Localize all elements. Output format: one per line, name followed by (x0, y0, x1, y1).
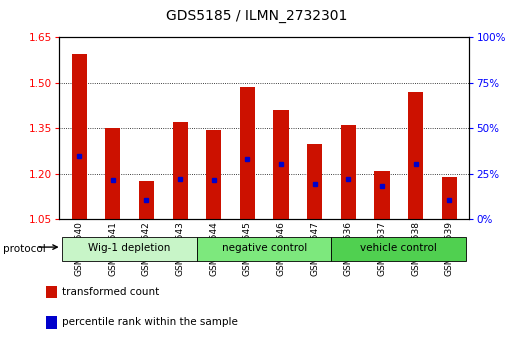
Bar (139, 182, 154, 219)
Bar (442, 177, 457, 219)
Bar (240, 87, 255, 219)
Bar (105, 128, 121, 219)
Bar (197, 237, 331, 261)
Bar (72, 54, 87, 219)
Text: negative control: negative control (222, 243, 307, 253)
Bar (63, 237, 197, 261)
Text: vehicle control: vehicle control (360, 243, 437, 253)
Bar (172, 122, 188, 219)
Text: transformed count: transformed count (62, 287, 159, 297)
Bar (206, 130, 221, 219)
Bar (273, 110, 289, 219)
Text: protocol: protocol (3, 244, 45, 253)
Text: GDS5185 / ILMN_2732301: GDS5185 / ILMN_2732301 (166, 9, 347, 23)
Bar (331, 237, 466, 261)
Bar (307, 143, 322, 219)
Bar (408, 92, 423, 219)
Bar (341, 125, 356, 219)
Bar (374, 171, 389, 219)
Text: Wig-1 depletion: Wig-1 depletion (88, 243, 171, 253)
Text: percentile rank within the sample: percentile rank within the sample (62, 317, 238, 327)
